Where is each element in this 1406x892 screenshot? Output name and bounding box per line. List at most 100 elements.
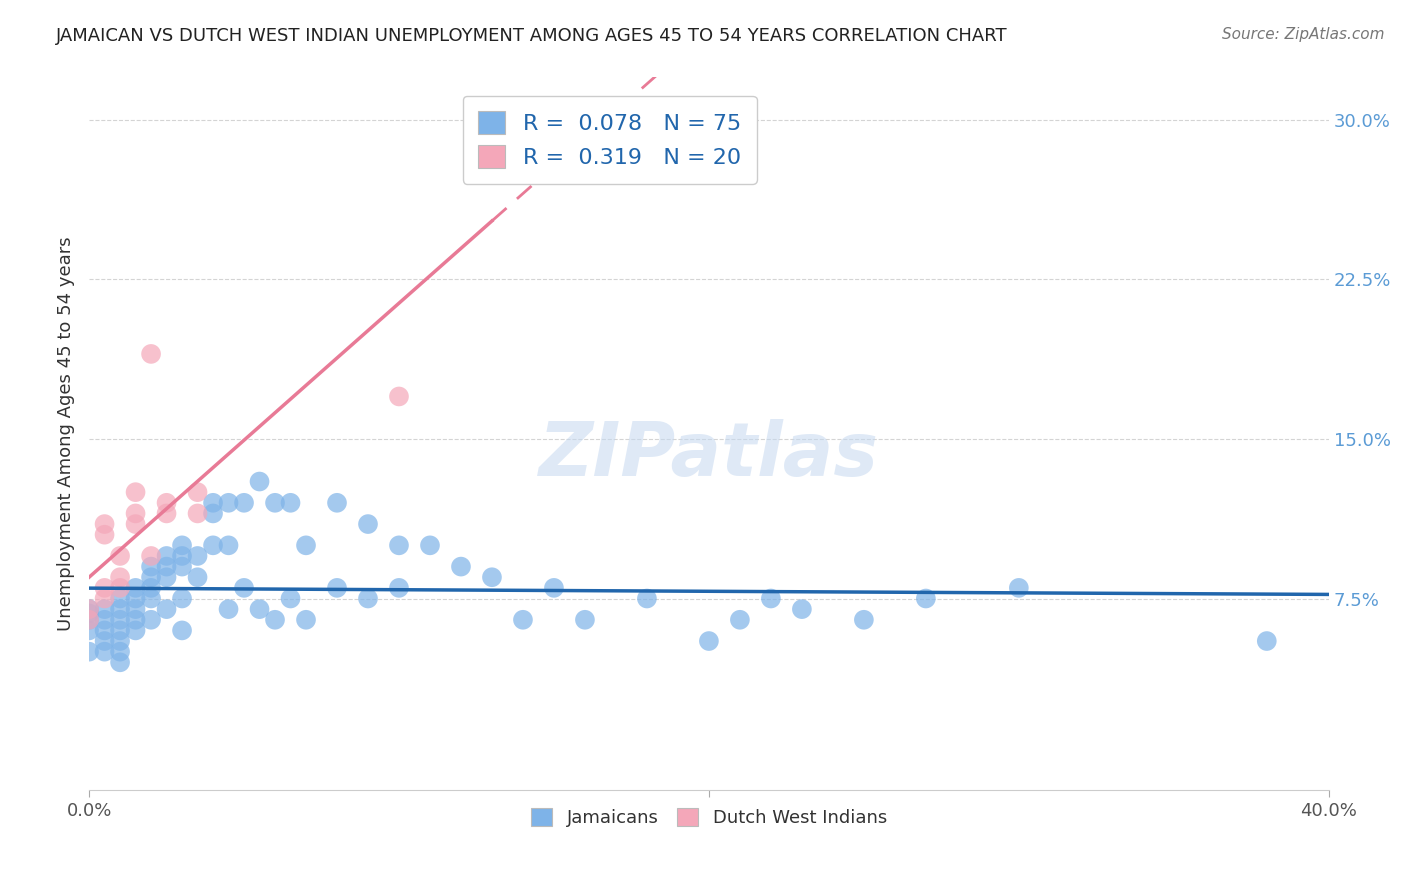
Point <box>233 581 256 595</box>
Point <box>186 549 208 563</box>
Point <box>108 655 131 669</box>
Point <box>170 591 193 606</box>
Point <box>170 559 193 574</box>
Point <box>77 613 100 627</box>
Y-axis label: Unemployment Among Ages 45 to 54 years: Unemployment Among Ages 45 to 54 years <box>58 236 75 631</box>
Point <box>108 591 131 606</box>
Point <box>108 624 131 638</box>
Point <box>249 602 271 616</box>
Point <box>264 496 287 510</box>
Point <box>139 559 162 574</box>
Point <box>326 581 349 595</box>
Point <box>233 496 256 510</box>
Point <box>139 591 162 606</box>
Point <box>108 634 131 648</box>
Point <box>852 613 875 627</box>
Point <box>93 517 115 532</box>
Text: JAMAICAN VS DUTCH WEST INDIAN UNEMPLOYMENT AMONG AGES 45 TO 54 YEARS CORRELATION: JAMAICAN VS DUTCH WEST INDIAN UNEMPLOYME… <box>56 27 1008 45</box>
Point <box>155 549 177 563</box>
Point <box>295 613 318 627</box>
Point <box>77 602 100 616</box>
Point <box>790 602 813 616</box>
Point <box>124 591 146 606</box>
Point <box>202 507 225 521</box>
Point <box>124 485 146 500</box>
Point <box>155 496 177 510</box>
Point <box>280 496 302 510</box>
Point <box>139 549 162 563</box>
Point <box>108 645 131 659</box>
Point <box>93 634 115 648</box>
Point <box>124 507 146 521</box>
Point <box>512 613 534 627</box>
Point <box>93 645 115 659</box>
Point <box>93 613 115 627</box>
Text: ZIPatlas: ZIPatlas <box>538 418 879 491</box>
Point <box>93 602 115 616</box>
Point <box>108 570 131 584</box>
Point <box>728 613 751 627</box>
Point <box>481 570 503 584</box>
Point <box>93 581 115 595</box>
Point <box>124 613 146 627</box>
Point <box>124 581 146 595</box>
Point <box>249 475 271 489</box>
Point <box>93 624 115 638</box>
Point <box>93 591 115 606</box>
Point <box>450 559 472 574</box>
Point <box>77 624 100 638</box>
Point <box>77 607 100 621</box>
Point <box>170 624 193 638</box>
Point <box>108 549 131 563</box>
Point <box>574 613 596 627</box>
Point <box>388 581 411 595</box>
Point <box>186 507 208 521</box>
Point <box>186 570 208 584</box>
Point <box>186 485 208 500</box>
Point <box>543 581 565 595</box>
Point <box>124 624 146 638</box>
Point <box>155 559 177 574</box>
Point <box>388 389 411 403</box>
Legend: Jamaicans, Dutch West Indians: Jamaicans, Dutch West Indians <box>523 800 894 834</box>
Point <box>218 602 240 616</box>
Point <box>139 613 162 627</box>
Point <box>124 517 146 532</box>
Point <box>357 517 380 532</box>
Point <box>170 538 193 552</box>
Point <box>139 347 162 361</box>
Point <box>108 613 131 627</box>
Point <box>139 581 162 595</box>
Point <box>481 155 503 169</box>
Point <box>218 538 240 552</box>
Point <box>155 570 177 584</box>
Text: Source: ZipAtlas.com: Source: ZipAtlas.com <box>1222 27 1385 42</box>
Point <box>77 602 100 616</box>
Point <box>202 538 225 552</box>
Point <box>697 634 720 648</box>
Point <box>108 581 131 595</box>
Point <box>636 591 658 606</box>
Point <box>170 549 193 563</box>
Point <box>264 613 287 627</box>
Point <box>139 570 162 584</box>
Point <box>218 496 240 510</box>
Point <box>1256 634 1278 648</box>
Point <box>357 591 380 606</box>
Point <box>388 538 411 552</box>
Point <box>77 645 100 659</box>
Point <box>155 507 177 521</box>
Point <box>202 496 225 510</box>
Point <box>1008 581 1031 595</box>
Point <box>915 591 938 606</box>
Point <box>155 602 177 616</box>
Point <box>759 591 782 606</box>
Point <box>124 602 146 616</box>
Point <box>326 496 349 510</box>
Point <box>280 591 302 606</box>
Point <box>295 538 318 552</box>
Point <box>419 538 441 552</box>
Point <box>93 527 115 541</box>
Point <box>77 613 100 627</box>
Point <box>108 602 131 616</box>
